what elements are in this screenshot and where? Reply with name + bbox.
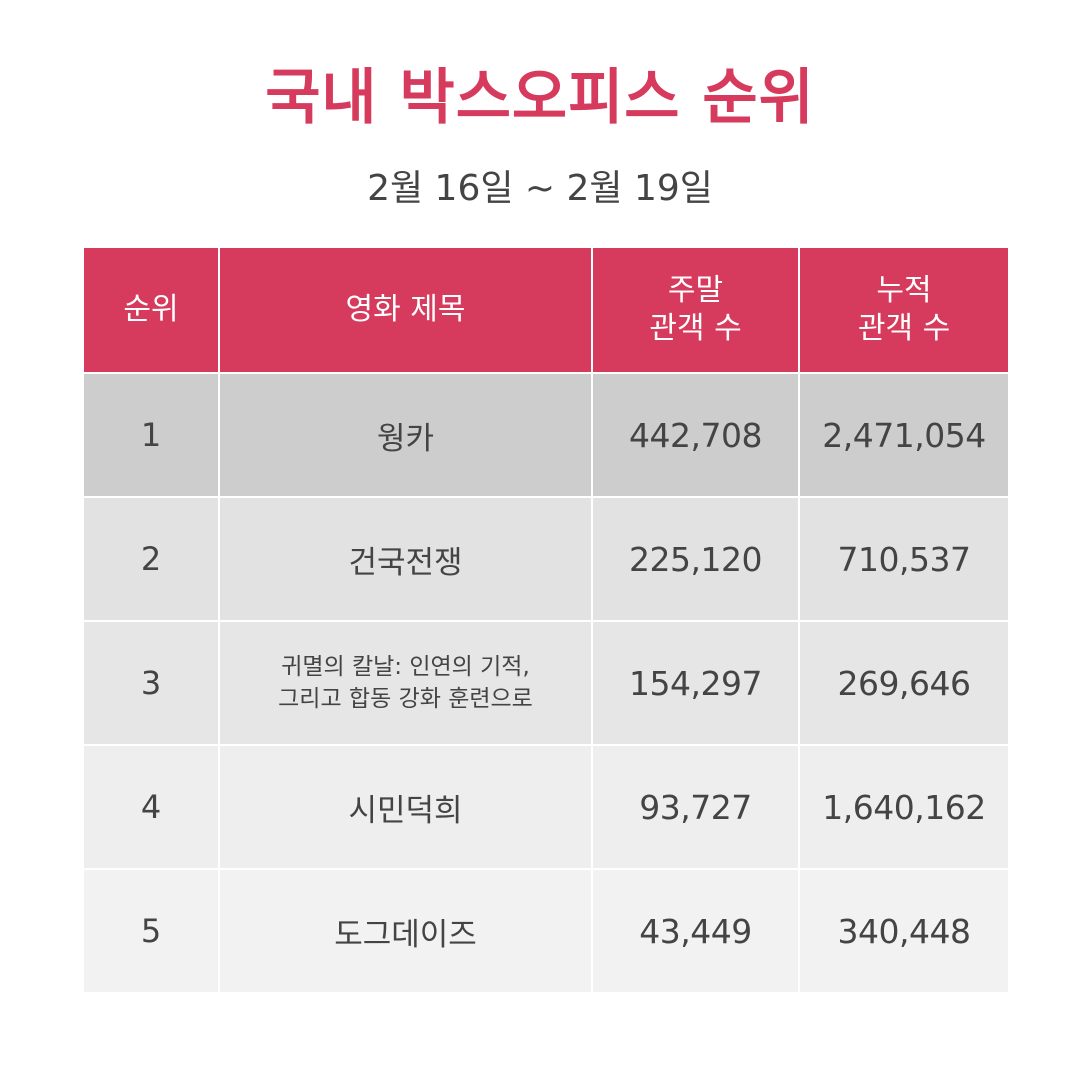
column-header-rank: 순위 bbox=[84, 248, 220, 372]
total-audience-cell: 269,646 bbox=[837, 663, 971, 703]
movie-title-cell: 웡카 bbox=[220, 374, 593, 496]
page-title: 국내 박스오피스 순위 bbox=[265, 63, 815, 133]
rank-cell: 4 bbox=[84, 746, 220, 868]
weekend-audience-cell: 43,449 bbox=[593, 870, 800, 992]
table-header-row: 순위 영화 제목 주말 관객 수 누적 관객 수 bbox=[84, 248, 1008, 372]
total-audience-cell: 1,640,162 bbox=[822, 787, 986, 827]
table-row: 2 건국전쟁 225,120 710,537 bbox=[84, 496, 1008, 620]
table-row: 3 귀멸의 칼날: 인연의 기적, 그리고 합동 강화 훈련으로 154,297… bbox=[84, 620, 1008, 744]
total-audience-cell: 710,537 bbox=[837, 539, 971, 579]
table-row: 1 웡카 442,708 2,471,054 bbox=[84, 372, 1008, 496]
table-row: 5 도그데이즈 43,449 340,448 bbox=[84, 868, 1008, 992]
movie-title-cell: 시민덕희 bbox=[220, 746, 593, 868]
column-header-title: 영화 제목 bbox=[220, 248, 593, 372]
movie-title-cell: 건국전쟁 bbox=[220, 498, 593, 620]
weekend-audience-cell: 93,727 bbox=[593, 746, 800, 868]
movie-title-cell: 도그데이즈 bbox=[220, 870, 593, 992]
column-header-weekend: 주말 관객 수 bbox=[593, 248, 800, 372]
movie-title-cell: 귀멸의 칼날: 인연의 기적, 그리고 합동 강화 훈련으로 bbox=[220, 622, 593, 744]
rank-cell: 1 bbox=[84, 374, 220, 496]
rank-cell: 5 bbox=[84, 870, 220, 992]
weekend-audience-cell: 225,120 bbox=[593, 498, 800, 620]
total-audience-cell: 2,471,054 bbox=[822, 415, 986, 455]
rank-cell: 3 bbox=[84, 622, 220, 744]
total-audience-cell: 340,448 bbox=[837, 911, 971, 951]
weekend-audience-cell: 442,708 bbox=[593, 374, 800, 496]
weekend-audience-cell: 154,297 bbox=[593, 622, 800, 744]
box-office-table: 순위 영화 제목 주말 관객 수 누적 관객 수 1 웡카 442,708 2,… bbox=[84, 248, 1008, 992]
column-header-total: 누적 관객 수 bbox=[857, 273, 951, 346]
table-row: 4 시민덕희 93,727 1,640,162 bbox=[84, 744, 1008, 868]
rank-cell: 2 bbox=[84, 498, 220, 620]
date-range: 2월 16일 ~ 2월 19일 bbox=[367, 168, 713, 209]
